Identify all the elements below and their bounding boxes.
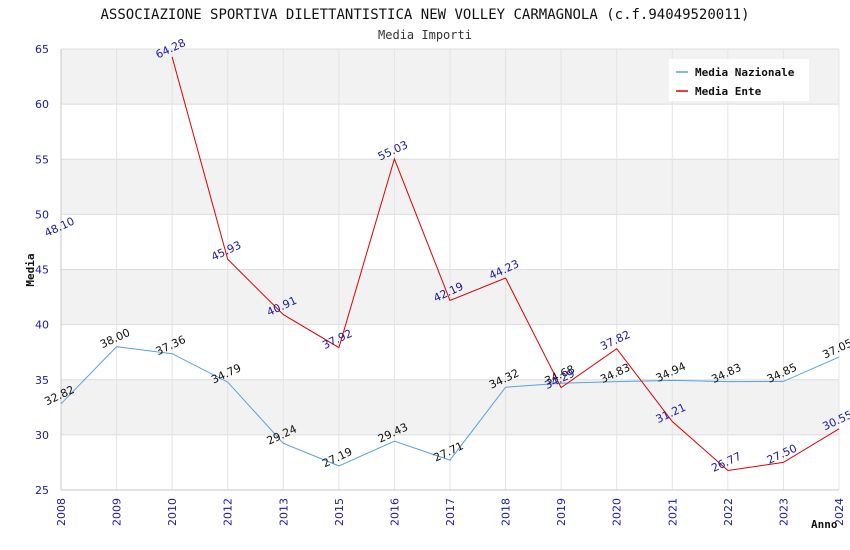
legend-label: Media Ente xyxy=(695,85,762,98)
series-line xyxy=(171,56,840,472)
x-tick-label: 2022 xyxy=(722,498,735,526)
x-tick-label: 2015 xyxy=(333,498,346,526)
x-tick-label: 2018 xyxy=(500,498,513,526)
y-tick-label: 45 xyxy=(35,264,49,277)
y-tick-label: 50 xyxy=(35,208,49,221)
x-tick-label: 2023 xyxy=(777,498,790,526)
series-lines xyxy=(60,56,840,472)
y-axis-label: Media xyxy=(24,253,37,286)
x-tick-label: 2009 xyxy=(111,498,124,526)
x-tick-label: 2019 xyxy=(555,498,568,526)
x-tick-label: 2021 xyxy=(666,498,679,526)
x-tick-label: 2020 xyxy=(611,498,624,526)
legend-label: Media Nazionale xyxy=(695,66,795,79)
series-line xyxy=(60,346,840,467)
x-tick-label: 2024 xyxy=(833,498,846,526)
legend-box xyxy=(669,59,809,101)
x-tick-label: 2008 xyxy=(55,498,68,526)
y-tick-label: 35 xyxy=(35,374,49,387)
x-tick-label: 2012 xyxy=(222,498,235,526)
y-tick-labels: 25 30 35 40 45 50 55 60 65 xyxy=(35,43,49,497)
y-tick-label: 25 xyxy=(35,484,49,497)
x-axis-label: Anno xyxy=(811,518,838,531)
y-tick-label: 65 xyxy=(35,43,49,56)
x-tick-label: 2016 xyxy=(388,498,401,526)
chart-subtitle: Media Importi xyxy=(378,28,472,42)
y-tick-label: 40 xyxy=(35,319,49,332)
x-tick-labels: 2008 2009 2010 2012 2013 2015 2016 2017 2018 2019… xyxy=(55,498,846,526)
x-tick-label: 2017 xyxy=(444,498,457,526)
y-tick-label: 55 xyxy=(35,153,49,166)
legend: Media Nazionale Media Ente xyxy=(669,59,809,101)
y-tick-label: 60 xyxy=(35,98,49,111)
chart-title: ASSOCIAZIONE SPORTIVA DILETTANTISTICA NE… xyxy=(100,7,749,23)
axes xyxy=(60,49,839,491)
x-tick-label: 2010 xyxy=(166,498,179,526)
x-tick-label: 2013 xyxy=(277,498,290,526)
y-tick-label: 30 xyxy=(35,429,49,442)
